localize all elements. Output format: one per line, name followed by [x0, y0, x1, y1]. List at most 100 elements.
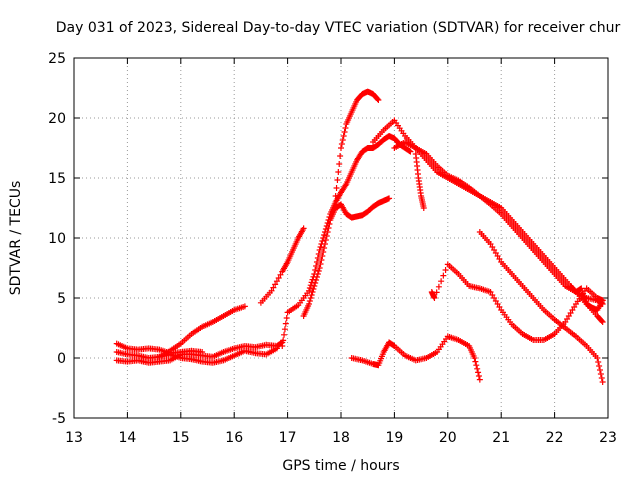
data-point — [325, 225, 332, 231]
data-point — [332, 193, 339, 199]
data-point — [272, 281, 279, 288]
data-point — [596, 367, 603, 373]
chart-title: Day 031 of 2023, Sidereal Day-to-day VTE… — [56, 20, 621, 36]
data-point — [339, 137, 346, 143]
data-point — [313, 277, 320, 283]
x-tick-label: 22 — [546, 430, 564, 446]
data-point — [316, 247, 323, 253]
data-point — [316, 265, 323, 271]
data-point — [312, 267, 319, 273]
data-point — [318, 257, 325, 263]
data-point — [333, 185, 340, 191]
x-axis-label: GPS time / hours — [282, 458, 399, 474]
data-point — [281, 331, 288, 338]
data-point — [305, 301, 312, 307]
data-point — [433, 289, 440, 296]
data-point — [595, 359, 602, 365]
series-arc-8 — [332, 88, 382, 199]
data-point — [438, 278, 445, 285]
data-point — [341, 129, 348, 135]
data-points — [113, 88, 606, 385]
y-ticks: -5 0 5 10 15 20 25 — [48, 51, 608, 427]
data-point — [314, 271, 321, 277]
y-tick-label: 20 — [48, 111, 66, 127]
data-point — [440, 272, 447, 279]
data-point — [386, 195, 393, 202]
data-point — [596, 363, 603, 369]
data-point — [475, 373, 482, 379]
data-point — [275, 275, 282, 281]
data-point — [283, 315, 290, 321]
data-point — [337, 153, 344, 159]
series-arc-12 — [476, 229, 606, 385]
data-point — [315, 268, 322, 274]
data-point — [241, 303, 248, 310]
data-point — [306, 285, 313, 291]
x-tick-label: 23 — [599, 430, 617, 446]
data-point — [282, 320, 289, 327]
data-point — [307, 282, 314, 289]
x-tick-label: 21 — [492, 430, 510, 446]
data-point — [317, 244, 324, 250]
data-point — [281, 326, 288, 333]
data-point — [320, 249, 327, 255]
x-tick-label: 13 — [65, 430, 83, 446]
data-point — [280, 337, 287, 344]
data-point — [313, 274, 320, 280]
data-point — [270, 284, 277, 291]
data-point — [324, 229, 331, 235]
data-point — [407, 148, 414, 155]
x-tick-label: 20 — [439, 430, 457, 446]
data-point — [279, 343, 286, 349]
data-point — [420, 205, 427, 211]
data-point — [277, 271, 284, 278]
data-point — [338, 141, 345, 147]
data-point — [342, 125, 349, 131]
x-tick-label: 18 — [332, 430, 350, 446]
data-point — [321, 232, 328, 238]
data-point — [319, 253, 326, 259]
series-arc-5 — [257, 225, 307, 306]
data-point — [475, 369, 482, 376]
data-point — [323, 233, 330, 239]
data-point — [313, 259, 320, 265]
plot-frame — [73, 57, 609, 419]
data-point — [335, 169, 342, 175]
data-point — [599, 379, 606, 385]
x-tick-label: 19 — [385, 430, 403, 446]
data-point — [599, 297, 606, 304]
data-point — [268, 287, 275, 294]
data-point — [471, 355, 478, 361]
y-axis-label: SDTVAR / TECUs — [8, 181, 24, 296]
y-tick-label: 15 — [48, 171, 66, 187]
data-point — [338, 145, 344, 151]
data-point — [476, 376, 483, 383]
data-point — [311, 283, 318, 289]
data-point — [599, 319, 606, 325]
data-point — [300, 225, 307, 232]
data-point — [319, 238, 326, 244]
data-point — [315, 251, 322, 257]
data-point — [340, 133, 347, 139]
series-arc-14 — [348, 333, 483, 383]
data-point — [322, 237, 329, 243]
data-point — [317, 261, 324, 267]
data-point — [442, 267, 449, 273]
data-point — [594, 355, 601, 361]
data-point — [598, 318, 605, 324]
series-arc-15 — [567, 283, 606, 313]
data-point — [334, 177, 341, 183]
data-point — [336, 161, 343, 167]
data-point — [431, 295, 438, 301]
data-point — [321, 241, 328, 247]
series-arc-7 — [300, 195, 393, 319]
x-tick-label: 14 — [118, 430, 136, 446]
series-arc-10 — [391, 139, 606, 307]
data-point — [474, 365, 481, 372]
series-arc-11 — [412, 151, 427, 211]
data-point — [310, 286, 317, 292]
data-point — [375, 97, 382, 103]
data-point — [306, 298, 313, 304]
data-point — [598, 375, 605, 381]
